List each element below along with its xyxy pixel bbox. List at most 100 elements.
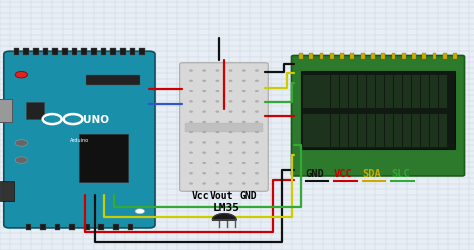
Bar — [301, 72, 455, 149]
Circle shape — [216, 132, 219, 134]
Circle shape — [242, 111, 246, 113]
Bar — [412, 115, 420, 148]
Bar — [412, 76, 420, 109]
Circle shape — [190, 173, 192, 174]
Circle shape — [229, 111, 232, 113]
Bar — [433, 54, 437, 60]
Text: VCC: VCC — [334, 169, 353, 179]
Circle shape — [255, 80, 259, 82]
Bar — [91, 49, 97, 56]
Bar — [310, 54, 313, 60]
Circle shape — [255, 101, 259, 103]
Circle shape — [229, 162, 232, 164]
Bar — [299, 54, 303, 60]
Circle shape — [242, 162, 246, 164]
Text: Arduino: Arduino — [70, 138, 89, 142]
Circle shape — [216, 70, 219, 72]
Circle shape — [216, 152, 219, 154]
Text: SLC: SLC — [391, 169, 410, 179]
Circle shape — [242, 80, 246, 82]
Text: LM35: LM35 — [213, 202, 240, 212]
Bar — [453, 54, 457, 60]
Bar — [86, 76, 139, 86]
Circle shape — [190, 70, 192, 72]
Bar — [358, 115, 366, 148]
Circle shape — [202, 142, 206, 144]
Bar — [128, 224, 133, 230]
Circle shape — [229, 122, 232, 123]
Circle shape — [202, 122, 206, 123]
Circle shape — [216, 142, 219, 144]
Text: GND: GND — [306, 169, 325, 179]
Circle shape — [216, 162, 219, 164]
Circle shape — [190, 91, 192, 92]
Bar — [55, 224, 60, 230]
Circle shape — [255, 142, 259, 144]
Bar — [381, 54, 385, 60]
Bar — [402, 54, 406, 60]
Bar — [348, 115, 357, 148]
Bar — [376, 76, 384, 109]
Circle shape — [242, 142, 246, 144]
Text: SDA: SDA — [363, 169, 382, 179]
Bar — [130, 49, 136, 56]
Circle shape — [190, 142, 192, 144]
Circle shape — [15, 72, 27, 79]
Bar — [303, 76, 311, 109]
Bar — [361, 54, 365, 60]
FancyBboxPatch shape — [180, 64, 268, 192]
Circle shape — [242, 101, 246, 103]
Bar — [84, 224, 90, 230]
Circle shape — [202, 80, 206, 82]
Bar — [412, 54, 416, 60]
Circle shape — [255, 173, 259, 174]
Bar — [99, 224, 104, 230]
Bar — [120, 49, 126, 56]
Circle shape — [229, 101, 232, 103]
Circle shape — [255, 91, 259, 92]
Circle shape — [216, 173, 219, 174]
Bar — [340, 54, 344, 60]
Polygon shape — [212, 214, 236, 220]
Text: Vout: Vout — [210, 190, 234, 200]
Bar — [403, 115, 411, 148]
Circle shape — [190, 152, 192, 154]
Bar — [421, 76, 429, 109]
Circle shape — [190, 111, 192, 113]
Bar — [330, 76, 339, 109]
Circle shape — [255, 183, 259, 184]
Text: GND: GND — [239, 190, 257, 200]
Text: Vcc: Vcc — [191, 190, 210, 200]
Bar — [443, 54, 447, 60]
Circle shape — [216, 91, 219, 92]
Bar — [312, 76, 321, 109]
Bar — [358, 76, 366, 109]
Circle shape — [216, 80, 219, 82]
Bar — [385, 115, 393, 148]
Circle shape — [242, 122, 246, 123]
Circle shape — [229, 142, 232, 144]
Circle shape — [229, 91, 232, 92]
Circle shape — [202, 173, 206, 174]
Bar — [40, 224, 46, 230]
Circle shape — [135, 209, 145, 214]
Bar — [43, 49, 48, 56]
Circle shape — [229, 152, 232, 154]
Bar — [439, 76, 447, 109]
Bar — [392, 54, 395, 60]
Bar — [0, 99, 12, 123]
Bar — [79, 135, 128, 182]
Bar — [376, 115, 384, 148]
Circle shape — [229, 70, 232, 72]
Bar — [100, 49, 106, 56]
Circle shape — [202, 183, 206, 184]
Bar — [421, 115, 429, 148]
Circle shape — [242, 173, 246, 174]
Bar — [14, 49, 19, 56]
Circle shape — [202, 111, 206, 113]
Circle shape — [202, 162, 206, 164]
FancyBboxPatch shape — [292, 56, 465, 176]
Bar — [439, 115, 447, 148]
Bar — [303, 115, 311, 148]
Bar — [430, 76, 438, 109]
